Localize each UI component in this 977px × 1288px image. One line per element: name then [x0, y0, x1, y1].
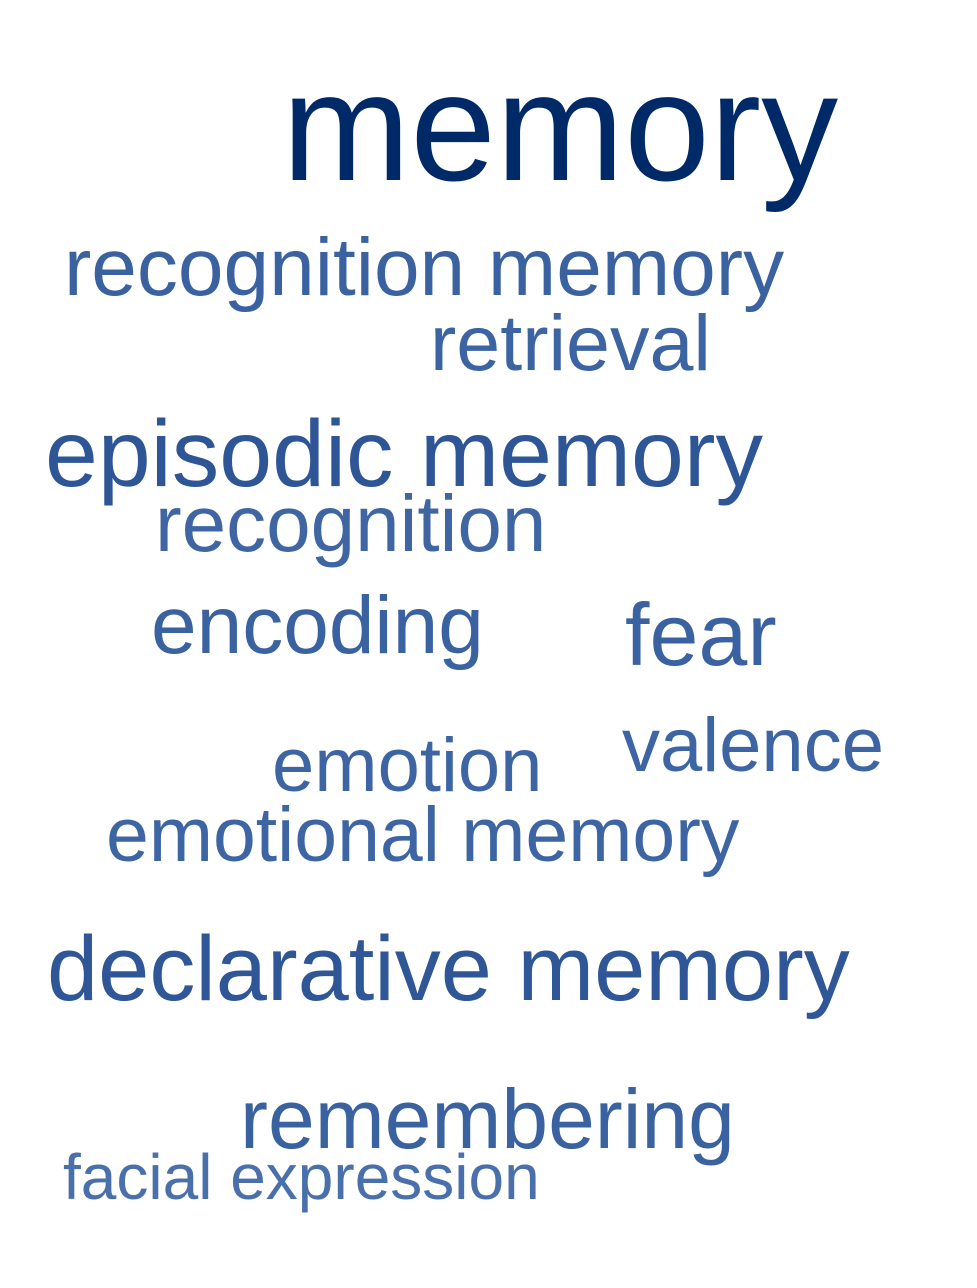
word-declarative-memory: declarative memory: [47, 918, 850, 1020]
word-emotional-memory: emotional memory: [106, 792, 740, 878]
word-remembering: remembering: [240, 1072, 735, 1166]
word-fear: fear: [625, 585, 777, 684]
word-encoding: encoding: [151, 580, 484, 671]
word-recognition: recognition: [155, 479, 547, 568]
word-memory: memory: [282, 41, 839, 213]
word-facial-expression: facial expression: [63, 1141, 540, 1213]
word-recognition-memory: recognition memory: [64, 222, 785, 313]
word-retrieval: retrieval: [430, 298, 711, 387]
word-emotion: emotion: [272, 723, 543, 808]
word-valence: valence: [622, 703, 884, 788]
word-episodic-memory: episodic memory: [45, 401, 764, 507]
